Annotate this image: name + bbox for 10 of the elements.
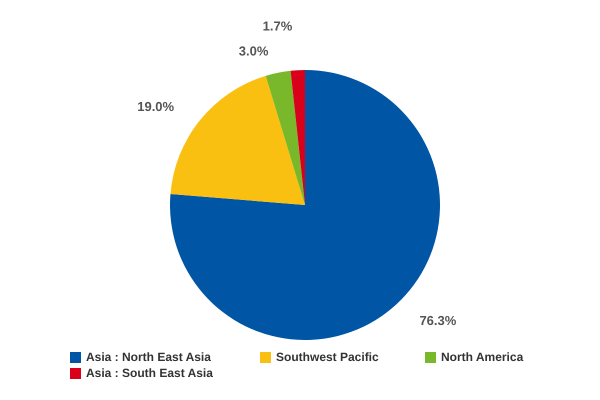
pie-slice [290,70,305,205]
data-label: 3.0% [238,44,269,59]
pie-slice [266,70,305,205]
legend-label: Asia : North East Asia [86,350,211,364]
data-label: 1.7% [262,18,293,34]
data-label: 76.3% [419,312,457,328]
legend-label: North America [441,350,524,364]
legend-label: Asia : South East Asia [86,366,213,380]
data-label: 19.0% [137,98,175,114]
legend-label: Southwest Pacific [276,350,379,364]
